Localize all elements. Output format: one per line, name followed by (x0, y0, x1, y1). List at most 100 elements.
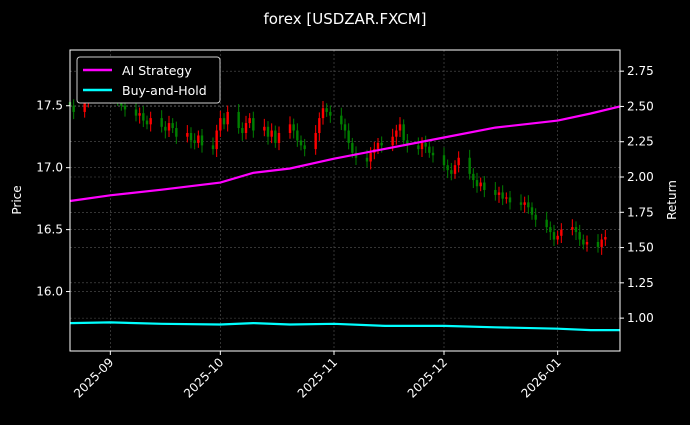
candle-body (450, 170, 453, 174)
candle-body (527, 202, 530, 208)
candle-body (303, 145, 306, 150)
candle-body (483, 182, 486, 190)
x-tick-label: 2026-01 (518, 355, 563, 400)
candle-body (340, 115, 343, 125)
candle-body (244, 123, 248, 133)
candle-body (237, 111, 240, 129)
x-tick-label: 2025-11 (295, 355, 340, 400)
candle-body (171, 123, 174, 129)
candle-body (475, 180, 479, 187)
candle-body (365, 157, 369, 162)
left-tick-label: 16.5 (36, 223, 63, 237)
candle-body (468, 157, 471, 174)
candle-body (497, 192, 501, 195)
right-tick-label: 2.00 (627, 170, 654, 184)
candle-body (585, 241, 589, 245)
left-tick-label: 17.0 (36, 161, 63, 175)
candle-body (596, 241, 600, 247)
candle-body (380, 142, 383, 146)
buy-and-hold-line (69, 321, 620, 332)
candle-body (329, 111, 332, 116)
candle-body (501, 192, 504, 199)
candle-body (193, 140, 196, 143)
candle-body (508, 197, 512, 203)
candle-body (343, 124, 347, 131)
x-tick-label: 2025-12 (405, 355, 450, 400)
candle-body (417, 145, 420, 150)
candle-body (164, 126, 167, 131)
candle-body (600, 239, 603, 247)
candle-body (519, 202, 523, 205)
candle-body (160, 118, 163, 127)
candle-body (149, 118, 152, 125)
legend-ai-label: AI Strategy (122, 63, 192, 78)
candle-body (167, 123, 171, 131)
candle-body (248, 118, 251, 124)
candle-body (134, 109, 138, 116)
candle-body (351, 142, 354, 153)
candle-body (277, 132, 281, 143)
candle-body (200, 135, 204, 146)
candle-body (189, 132, 193, 141)
candle-body (479, 182, 482, 187)
candle-body (186, 132, 189, 137)
candle-body (369, 152, 372, 162)
candle-body (446, 165, 449, 171)
left-tick-label: 17.5 (36, 99, 63, 113)
candle-body (582, 239, 585, 245)
candle-body (296, 130, 299, 141)
candle-body (571, 227, 574, 230)
candle-body (347, 130, 350, 143)
candle-body (406, 140, 409, 146)
candle-body (505, 197, 508, 199)
right-axis-label: Return (665, 180, 679, 220)
candle-body (145, 120, 149, 125)
candle-body (211, 145, 215, 150)
candle-body (252, 118, 255, 131)
right-tick-label: 1.00 (627, 311, 654, 325)
candle-body (574, 227, 578, 233)
candle-body (428, 146, 431, 153)
candle-body (472, 173, 475, 181)
candle-body (123, 105, 127, 110)
right-tick-label: 1.25 (627, 276, 654, 290)
candle-body (318, 118, 321, 133)
chart-title: forex [USDZAR.FXCM] (263, 10, 426, 28)
candle-body (215, 130, 218, 150)
right-tick-label: 2.75 (627, 64, 654, 78)
candle-body (270, 130, 273, 137)
right-tick-label: 1.50 (627, 241, 654, 255)
candle-body (263, 126, 266, 131)
candle-body (274, 130, 277, 143)
right-tick-label: 2.25 (627, 135, 654, 149)
candle-body (197, 135, 200, 143)
candle-body (453, 165, 457, 174)
candle-body (442, 155, 446, 166)
right-tick-label: 2.50 (627, 99, 654, 113)
candle-body (142, 113, 145, 121)
candle-body (241, 128, 244, 133)
candle-body (552, 232, 556, 240)
candle-body (420, 142, 424, 150)
candle-body (578, 232, 581, 240)
candle-body (138, 113, 141, 116)
left-tick-label: 16.0 (36, 285, 63, 299)
candle-body (494, 189, 497, 195)
x-tick-label: 2025-09 (71, 355, 116, 400)
candle-body (226, 111, 229, 125)
plot-frame (69, 49, 621, 352)
candle-body (530, 207, 534, 215)
candle-body (398, 124, 402, 131)
candle-body (376, 142, 380, 150)
candle-body (457, 157, 460, 166)
candle-body (321, 108, 325, 119)
candle-body (523, 202, 526, 205)
candle-body (556, 235, 559, 240)
candle-body (292, 124, 295, 131)
candle-body (288, 124, 292, 133)
candle-body (604, 237, 607, 240)
candle-body (391, 136, 394, 146)
candle-body (299, 140, 303, 146)
